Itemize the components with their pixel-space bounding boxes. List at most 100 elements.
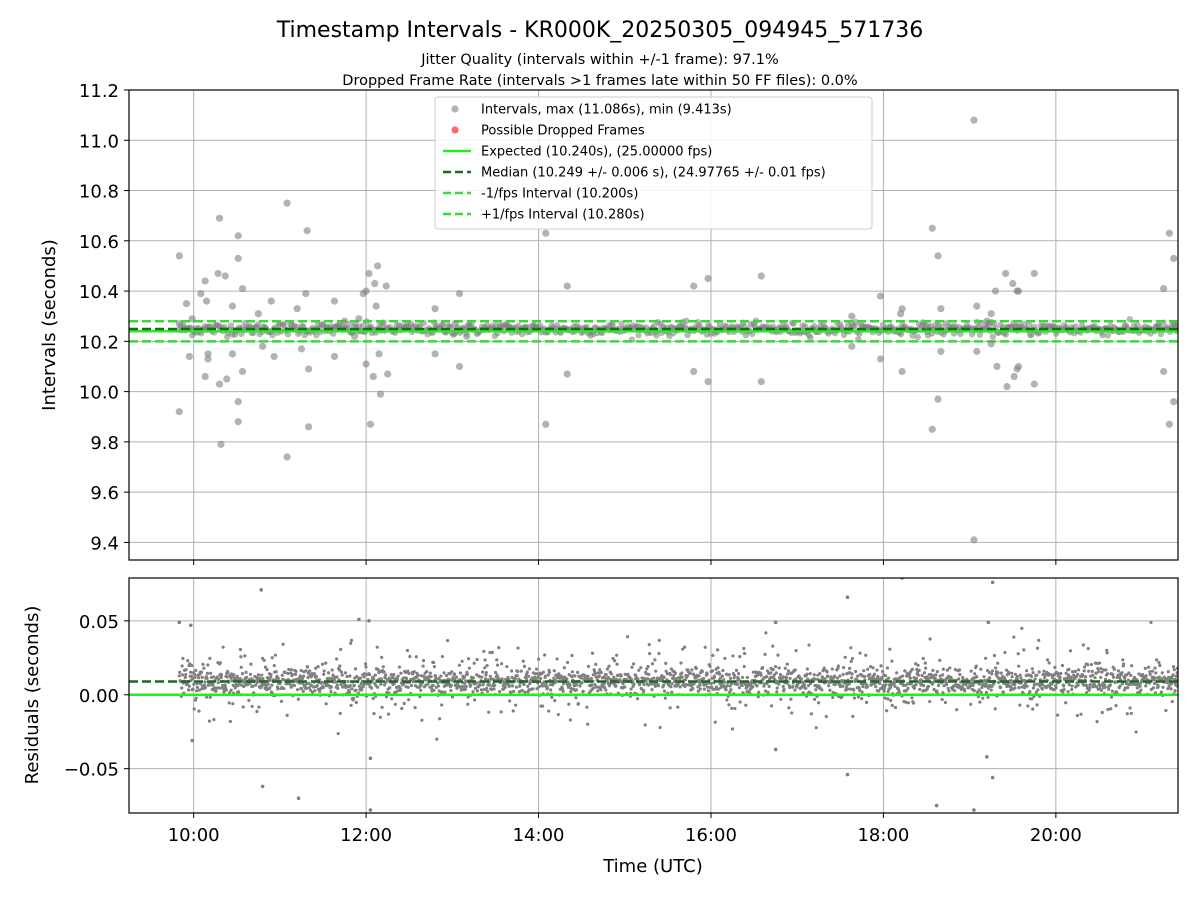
- residual-point: [354, 700, 358, 705]
- residual-point: [743, 651, 747, 656]
- residual-point: [1033, 682, 1038, 686]
- residual-point: [330, 668, 334, 672]
- residual-point: [947, 689, 951, 693]
- residual-point: [1170, 681, 1174, 686]
- residual-point: [1105, 648, 1109, 652]
- residual-point: [428, 671, 432, 675]
- interval-point: [897, 331, 905, 338]
- residual-point: [224, 688, 228, 692]
- residual-point: [187, 684, 191, 688]
- residual-point: [1056, 713, 1060, 717]
- residual-point: [664, 661, 668, 665]
- residual-point: [993, 707, 997, 711]
- residual-point: [178, 670, 182, 674]
- residual-point: [723, 656, 727, 660]
- legend-entry-label: Intervals, max (11.086s), min (9.413s): [481, 103, 732, 118]
- residual-point: [778, 673, 783, 677]
- interval-point: [993, 362, 1001, 371]
- residual-point: [227, 691, 232, 695]
- residual-point: [907, 672, 912, 676]
- intervals-y-tick-label: 11.0: [79, 131, 119, 152]
- interval-point: [970, 116, 978, 124]
- residual-point: [728, 684, 732, 688]
- residual-point: [1067, 667, 1071, 671]
- residual-point: [1135, 686, 1139, 690]
- residual-point: [637, 683, 642, 687]
- residual-point: [304, 686, 309, 690]
- residual-point: [885, 666, 890, 670]
- residual-point: [805, 672, 809, 676]
- residual-point: [623, 685, 627, 689]
- residual-point: [248, 672, 253, 676]
- interval-point: [876, 292, 885, 300]
- residual-point: [1088, 686, 1092, 690]
- intervals-y-axis-label: Intervals (seconds): [39, 239, 60, 411]
- residual-point: [727, 703, 731, 707]
- residual-point: [751, 685, 755, 689]
- residual-point: [534, 667, 539, 671]
- residual-point: [981, 696, 985, 700]
- residual-point: [716, 666, 720, 670]
- residual-point: [1101, 681, 1105, 685]
- residual-point: [643, 723, 647, 727]
- residual-point: [776, 653, 780, 657]
- residual-point: [673, 671, 677, 675]
- residual-point: [466, 695, 470, 699]
- residual-point: [570, 653, 574, 658]
- residual-point: [1154, 671, 1158, 675]
- residual-point: [826, 674, 830, 679]
- residual-point: [1103, 685, 1107, 690]
- residual-point: [301, 689, 305, 693]
- residual-point: [464, 684, 468, 689]
- residual-point: [817, 701, 821, 705]
- residual-point: [721, 668, 725, 673]
- residual-point: [1061, 690, 1065, 694]
- residual-point: [347, 690, 352, 694]
- residual-point: [1035, 646, 1040, 650]
- residual-point: [647, 672, 651, 677]
- residual-point: [269, 672, 273, 677]
- residual-point: [772, 673, 776, 677]
- residual-point: [871, 666, 875, 670]
- residual-point: [986, 686, 991, 690]
- interval-point: [1025, 321, 1033, 328]
- residual-point: [565, 677, 569, 681]
- residual-point: [318, 689, 322, 693]
- residual-point: [349, 641, 353, 645]
- interval-point: [175, 320, 183, 328]
- residual-point: [658, 725, 662, 730]
- residual-point: [763, 682, 767, 686]
- residual-point: [1068, 649, 1073, 653]
- residual-point: [313, 689, 317, 693]
- residual-point: [527, 688, 531, 692]
- residual-point: [725, 698, 729, 702]
- residual-point: [585, 705, 589, 709]
- interval-point: [542, 420, 550, 428]
- residual-point: [537, 685, 541, 689]
- residual-point: [1088, 682, 1092, 687]
- residual-point: [1034, 690, 1038, 694]
- residual-point: [1122, 662, 1126, 666]
- residual-point: [705, 672, 709, 676]
- residual-point: [696, 689, 700, 693]
- residual-point: [310, 690, 315, 694]
- residual-point: [740, 683, 744, 688]
- residual-point: [481, 683, 485, 687]
- residual-point: [885, 709, 889, 713]
- residual-point: [382, 683, 387, 687]
- residual-point: [743, 682, 748, 687]
- residual-point: [362, 672, 366, 676]
- residual-point: [846, 687, 850, 691]
- residual-point: [698, 687, 702, 691]
- residual-point: [1056, 671, 1060, 676]
- residual-point: [485, 689, 490, 693]
- residual-point: [379, 682, 383, 686]
- residual-point: [969, 669, 973, 673]
- residual-point: [893, 684, 897, 689]
- interval-point: [1174, 322, 1178, 330]
- residual-point: [590, 683, 594, 687]
- residual-point: [452, 672, 457, 676]
- residual-point: [1138, 684, 1142, 688]
- residual-point: [703, 683, 708, 687]
- residual-point: [921, 656, 925, 661]
